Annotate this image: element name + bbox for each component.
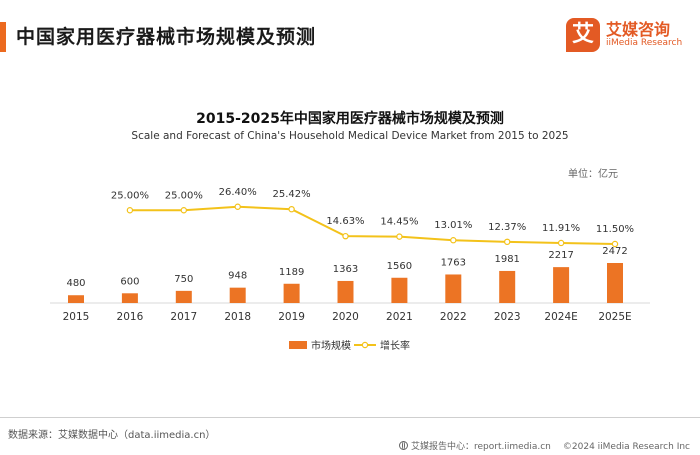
report-center-link[interactable]: 艾媒报告中心：report.iimedia.cn <box>410 442 551 452</box>
unit-label: 单位：亿元 <box>568 169 618 180</box>
page-title: 中国家用医疗器械市场规模及预测 <box>16 26 317 48</box>
x-tick-2021: 2021 <box>386 311 413 323</box>
growth-label-2018: 26.40% <box>219 187 257 198</box>
x-tick-2018: 2018 <box>224 311 251 323</box>
growth-label-2024E: 11.91% <box>542 223 580 234</box>
growth-point-2022 <box>450 237 457 244</box>
bar-2020 <box>337 280 354 303</box>
growth-label-2019: 25.42% <box>273 189 311 200</box>
title-accent-bar <box>0 22 6 52</box>
growth-label-2025E: 11.50% <box>596 224 634 235</box>
bar-label-2022: 1763 <box>441 257 466 268</box>
growth-point-2021 <box>396 233 403 240</box>
chart-title: 2015-2025年中国家用医疗器械市场规模及预测 <box>196 111 504 127</box>
bar-2021 <box>391 277 408 303</box>
legend-marker-line <box>361 341 369 349</box>
growth-label-2022: 13.01% <box>434 220 472 231</box>
growth-point-2018 <box>234 203 241 210</box>
legend-label-line: 增长率 <box>380 339 410 352</box>
growth-point-2016 <box>126 207 134 214</box>
bar-2025E <box>607 263 623 303</box>
growth-label-2020: 14.63% <box>326 216 364 227</box>
x-tick-2025E: 2025E <box>598 311 631 323</box>
bar-2023 <box>499 270 516 303</box>
x-tick-2015: 2015 <box>63 311 90 323</box>
x-tick-2023: 2023 <box>494 311 521 323</box>
bar-label-2018: 948 <box>228 271 247 282</box>
data-source: 数据来源：艾媒数据中心（data.iimedia.cn） <box>8 430 216 441</box>
copyright: ©2024 iiMedia Research Inc <box>562 442 690 452</box>
bar-label-2025E: 2472 <box>602 246 627 257</box>
x-tick-2024E: 2024E <box>544 311 577 323</box>
x-tick-2019: 2019 <box>278 311 305 323</box>
logo-name-cn: 艾媒咨询 <box>606 20 671 39</box>
bar-2016 <box>121 293 138 303</box>
growth-point-2019 <box>288 205 295 213</box>
bar-label-2021: 1560 <box>387 261 412 272</box>
legend-label-bar: 市场规模 <box>311 339 351 352</box>
growth-rate-line <box>129 205 616 245</box>
growth-point-2025E <box>611 240 619 248</box>
bar-2018 <box>229 287 246 303</box>
footer-info: 艾媒报告中心：report.iimedia.cn ©2024 iiMedia Re… <box>398 439 690 452</box>
x-tick-2020: 2020 <box>332 311 359 323</box>
growth-label-2023: 12.37% <box>488 222 526 233</box>
legend-swatch-bar <box>289 341 307 349</box>
growth-point-2023 <box>504 238 511 246</box>
logo-mark: 艾 <box>566 18 600 52</box>
chart-subtitle: Scale and Forecast of China's Household … <box>131 130 569 142</box>
bar-2022 <box>445 274 462 303</box>
bar-label-2023: 1981 <box>494 254 519 265</box>
growth-point-2020 <box>342 232 349 240</box>
growth-point-2017 <box>180 207 187 214</box>
footer-divider <box>0 417 700 418</box>
bar-2017 <box>175 290 192 303</box>
logo-name-en: iiMedia Research <box>606 38 683 48</box>
bar-label-2024E: 2217 <box>548 250 573 261</box>
bar-label-2020: 1363 <box>333 264 358 275</box>
x-tick-2022: 2022 <box>440 311 467 323</box>
growth-label-2021: 14.45% <box>380 217 418 228</box>
brand-logo: 艾 艾媒咨询 iiMedia Research <box>566 16 686 56</box>
bar-2019 <box>283 283 300 303</box>
x-tick-2016: 2016 <box>117 311 144 323</box>
globe-icon <box>398 441 408 450</box>
bar-label-2016: 600 <box>120 276 139 287</box>
bar-2015 <box>68 295 84 303</box>
bar-label-2019: 1189 <box>279 267 304 278</box>
x-tick-2017: 2017 <box>170 311 197 323</box>
growth-label-2017: 25.00% <box>165 190 203 201</box>
growth-point-2024E <box>557 239 565 247</box>
bar-label-2015: 480 <box>66 278 85 289</box>
bar-label-2017: 750 <box>174 274 193 285</box>
bar-2024E <box>553 267 570 303</box>
growth-label-2016: 25.00% <box>111 190 149 201</box>
